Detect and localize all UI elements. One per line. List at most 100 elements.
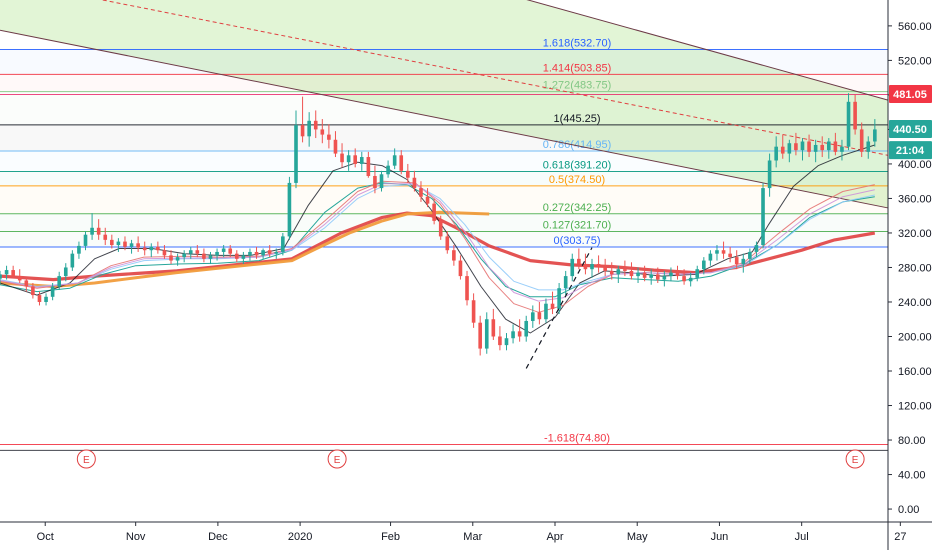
- candle-body: [281, 236, 285, 252]
- earnings-marker: [845, 449, 865, 469]
- earnings-marker: [76, 449, 96, 469]
- candle-body: [320, 129, 325, 135]
- fib-level-label: 0.127(321.70): [543, 219, 612, 231]
- earnings-marker-label: E: [852, 455, 859, 466]
- candle-body: [471, 300, 476, 323]
- price-badge-label: 440.50: [893, 124, 927, 136]
- candle-body: [267, 250, 272, 254]
- channel-lower-line: [0, 29, 889, 209]
- candle-body: [695, 269, 700, 278]
- candle-body: [708, 253, 713, 261]
- candle-body: [853, 101, 857, 130]
- candle-body: [491, 319, 496, 337]
- candle-body: [353, 155, 358, 164]
- candle-body: [780, 146, 785, 154]
- candle-body: [596, 264, 601, 268]
- candle-body: [208, 255, 213, 259]
- candle-body: [846, 101, 851, 147]
- fib-level-label: 1.414(503.85): [543, 62, 612, 74]
- candle-body: [544, 303, 548, 320]
- y-tick-label: 520.00: [898, 55, 932, 67]
- candle-body: [721, 250, 726, 254]
- candle-body: [313, 120, 318, 130]
- candle-body: [195, 250, 200, 254]
- candle-body: [813, 144, 818, 152]
- fib-level-label: -1.618(74.80): [544, 433, 610, 445]
- y-tick-label: 560.00: [898, 21, 932, 33]
- candle-body: [662, 276, 667, 280]
- y-tick-label: 40.00: [898, 470, 926, 482]
- candle-body: [406, 170, 410, 178]
- candle-body: [175, 257, 180, 261]
- price-axis-background: [888, 0, 932, 550]
- candle-body: [438, 220, 443, 237]
- candle-body: [241, 255, 246, 259]
- candle-body: [563, 276, 568, 289]
- price-badge-label: 481.05: [893, 89, 927, 101]
- fib-level-label: 0.618(391.20): [543, 160, 612, 172]
- candle-body: [636, 272, 640, 277]
- candle-body: [96, 227, 101, 235]
- candle-body: [590, 264, 594, 270]
- candle-body: [616, 269, 621, 275]
- candle-body: [741, 258, 746, 265]
- candle-body: [432, 203, 436, 221]
- candle-body: [11, 270, 15, 277]
- candle-body: [807, 141, 811, 152]
- candle-body: [202, 253, 206, 259]
- fib-level-label: 1.618(532.70): [543, 37, 612, 49]
- candle-body: [583, 264, 588, 270]
- fib-band: [0, 172, 888, 186]
- y-tick-label: 240.00: [898, 297, 932, 309]
- candle-body: [511, 331, 515, 339]
- candle-body: [110, 239, 114, 246]
- candle-body: [333, 139, 338, 154]
- candle-body: [761, 188, 765, 246]
- y-tick-label: 360.00: [898, 193, 932, 205]
- y-tick-label: 280.00: [898, 262, 932, 274]
- candle-body: [655, 274, 660, 280]
- candle-body: [537, 312, 542, 320]
- moving-averages: [0, 144, 876, 334]
- candle-body: [392, 155, 397, 166]
- candlesticks: [0, 93, 877, 356]
- candle-body: [767, 160, 772, 189]
- candle-body: [774, 146, 778, 161]
- candle-body: [715, 250, 719, 254]
- candle-body: [261, 250, 265, 256]
- candle-body: [287, 182, 292, 237]
- candle-body: [24, 280, 29, 287]
- channel-upper-line: [526, 0, 889, 101]
- x-tick-label: Apr: [546, 531, 563, 543]
- candle-body: [340, 153, 344, 163]
- x-tick-label: Oct: [37, 531, 54, 543]
- candle-body: [17, 276, 22, 281]
- candle-body: [425, 196, 430, 204]
- fibonacci-levels: 1.618(532.70) 1.414(503.85) 1.272(483.75) 1…: [0, 37, 888, 451]
- channel-fill-layer: [0, 0, 888, 208]
- candle-body: [445, 236, 450, 251]
- candle-body: [215, 251, 219, 256]
- candle-body: [794, 143, 798, 151]
- candle-body: [524, 320, 529, 337]
- x-tick-label: Mar: [463, 531, 482, 543]
- candle-body: [754, 245, 759, 252]
- candle-body: [452, 250, 456, 261]
- candle-body: [162, 250, 167, 256]
- candle-body: [530, 312, 535, 321]
- x-tick-label: Jul: [795, 531, 809, 543]
- candle-body: [465, 276, 469, 301]
- candle-body: [412, 177, 417, 189]
- candle-body: [609, 270, 614, 275]
- fib-band: [0, 125, 888, 151]
- candle-body: [688, 277, 693, 282]
- candle-body: [458, 260, 463, 277]
- trend-channel: [0, 0, 889, 209]
- price-badges: 481.05 440.50 21:04: [889, 85, 932, 160]
- time-axis-background: [0, 522, 932, 550]
- candle-body: [419, 188, 423, 197]
- candle-body: [156, 246, 160, 251]
- channel-fill: [0, 0, 888, 208]
